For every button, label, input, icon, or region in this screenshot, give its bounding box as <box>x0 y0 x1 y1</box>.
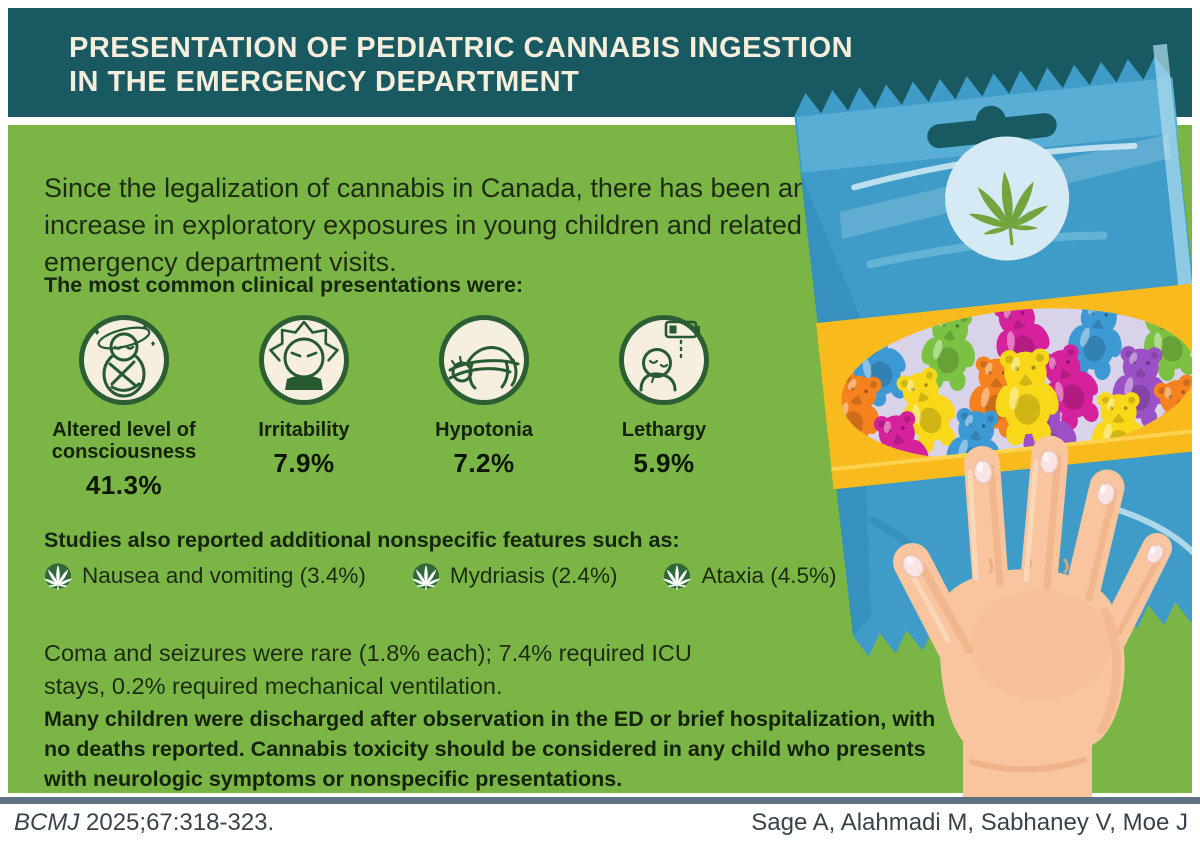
intro-text: Since the legalization of cannabis in Ca… <box>44 173 809 277</box>
bullet-text: Ataxia (4.5%) <box>701 563 837 588</box>
bullet-text: Mydriasis (2.4%) <box>449 563 618 588</box>
presentation-value: 7.2% <box>453 448 515 478</box>
conclusion-text: Many children were discharged after obse… <box>44 706 936 791</box>
bullet-item: Ataxia (4.5%) <box>663 562 837 590</box>
low-battery-person-icon <box>639 320 700 392</box>
citation-journal: BCMJ <box>14 809 80 836</box>
icon-circle <box>79 315 169 405</box>
icon-circle <box>439 315 529 405</box>
floppy-infant-icon <box>448 346 520 390</box>
presentation-card-hypotonia: Hypotonia 7.2% <box>394 315 574 501</box>
nonspecific-bullets: Nausea and vomiting (3.4%) Mydriasis (2.… <box>44 562 837 590</box>
bullet-text: Nausea and vomiting (3.4%) <box>82 563 366 588</box>
icon-circle <box>259 315 349 405</box>
cannabis-leaf-icon <box>44 563 72 590</box>
citation-rest: 2025;67:318-323. <box>79 809 275 836</box>
presentation-label: Hypotonia <box>435 419 533 441</box>
presentation-label: Altered level of consciousness <box>51 419 197 463</box>
page-title-line1: PRESENTATION OF PEDIATRIC CANNABIS INGES… <box>69 32 854 64</box>
presentations-heading: The most common clinical presentations w… <box>44 273 524 297</box>
outcomes-text: Coma and seizures were rare (1.8% each);… <box>44 639 692 699</box>
nonspecific-heading: Studies also reported additional nonspec… <box>44 528 680 552</box>
page-title-line2: IN THE EMERGENCY DEPARTMENT <box>69 66 580 98</box>
presentation-value: 41.3% <box>85 470 163 500</box>
presentation-label: Lethargy <box>621 419 707 441</box>
presentation-card-irritability: Irritability 7.9% <box>214 315 394 501</box>
header-bar: PRESENTATION OF PEDIATRIC CANNABIS INGES… <box>8 8 1192 117</box>
presentation-card-altered-consciousness: Altered level of consciousness 41.3% <box>34 315 214 501</box>
presentation-value: 5.9% <box>633 448 695 478</box>
swaddled-baby-dizzy-icon <box>94 324 155 398</box>
presentations-row: Altered level of consciousness 41.3% Irr… <box>34 315 754 501</box>
authors-text: Sage A, Alahmadi M, Sabhaney V, Moe J <box>751 809 1188 836</box>
page-title: PRESENTATION OF PEDIATRIC CANNABIS INGES… <box>8 8 1192 99</box>
content-panel: Since the legalization of cannabis in Ca… <box>8 125 1192 793</box>
citation-text: BCMJ 2025;67:318-323. <box>14 809 274 837</box>
bullet-item: Nausea and vomiting (3.4%) <box>44 562 366 590</box>
presentation-card-lethargy: Lethargy 5.9% <box>574 315 754 501</box>
presentation-value: 7.9% <box>273 448 335 478</box>
irritable-head-icon <box>269 320 339 390</box>
cannabis-leaf-icon <box>412 563 440 590</box>
presentation-label: Irritability <box>258 419 350 441</box>
footer-divider <box>0 797 1200 804</box>
cannabis-leaf-icon <box>663 563 691 590</box>
bullet-item: Mydriasis (2.4%) <box>412 562 618 590</box>
icon-circle <box>619 315 709 405</box>
